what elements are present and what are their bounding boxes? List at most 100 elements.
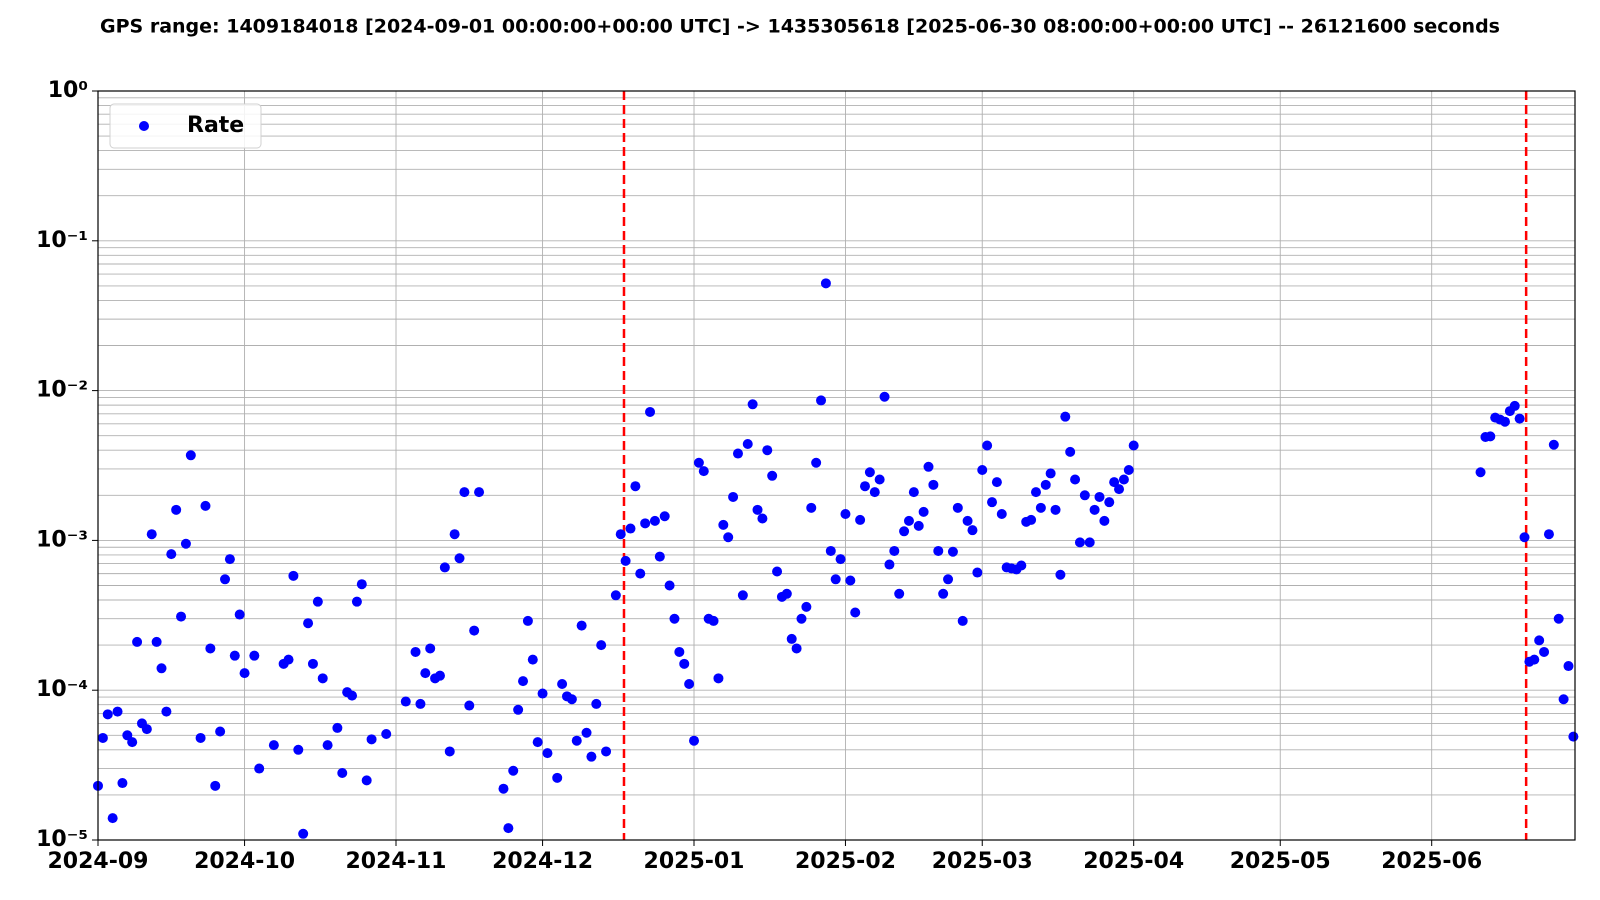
data-point	[566, 694, 577, 705]
data-point	[571, 735, 582, 746]
data-point	[161, 706, 172, 717]
data-point	[762, 445, 773, 456]
data-point	[791, 643, 802, 654]
data-point	[459, 487, 470, 498]
data-point	[1074, 537, 1085, 548]
data-point	[420, 668, 431, 679]
data-point	[464, 700, 475, 711]
data-point	[518, 676, 529, 687]
data-point	[806, 502, 817, 513]
data-point	[845, 575, 856, 586]
data-point	[151, 636, 162, 647]
data-point	[630, 481, 641, 492]
data-point	[337, 768, 348, 779]
data-point	[1128, 440, 1139, 451]
data-point	[996, 509, 1007, 520]
data-point	[537, 688, 548, 699]
data-point	[229, 650, 240, 661]
data-point	[127, 737, 138, 748]
data-point	[649, 515, 660, 526]
data-point	[713, 673, 724, 684]
data-point	[185, 450, 196, 461]
data-point	[356, 579, 367, 590]
data-point	[332, 722, 343, 733]
data-point	[977, 465, 988, 476]
data-point	[1099, 515, 1110, 526]
data-point	[415, 698, 426, 709]
data-point	[620, 555, 631, 566]
data-point	[874, 474, 885, 485]
data-point	[640, 518, 651, 529]
data-point	[454, 553, 465, 564]
y-tick-label: 10⁻⁵	[36, 827, 88, 852]
data-point	[254, 763, 265, 774]
data-point	[1529, 654, 1540, 665]
data-point	[1094, 491, 1105, 502]
data-point	[351, 596, 362, 607]
data-point	[508, 765, 519, 776]
data-point	[249, 650, 260, 661]
data-point	[347, 690, 358, 701]
data-point	[752, 504, 763, 515]
data-point	[210, 780, 221, 791]
data-point	[732, 448, 743, 459]
data-point	[146, 529, 157, 540]
data-point	[972, 567, 983, 578]
x-tick-label: 2025-02	[795, 849, 896, 874]
data-point	[102, 709, 113, 720]
data-point	[659, 511, 670, 522]
x-tick-label: 2025-01	[644, 849, 745, 874]
data-point	[176, 611, 187, 622]
data-point	[830, 574, 841, 585]
data-point	[1543, 529, 1554, 540]
data-point	[449, 529, 460, 540]
data-point	[288, 570, 299, 581]
data-point	[757, 513, 768, 524]
data-point	[361, 775, 372, 786]
data-point	[1558, 694, 1569, 705]
data-point	[1548, 439, 1559, 450]
data-point	[156, 663, 167, 674]
data-point	[669, 613, 680, 624]
data-point	[498, 783, 509, 794]
data-point	[434, 670, 445, 681]
data-point	[166, 549, 177, 560]
data-point	[816, 395, 827, 406]
data-point	[200, 500, 211, 511]
data-point	[855, 514, 866, 525]
plot-frame	[97, 90, 1576, 841]
data-point	[1065, 446, 1076, 457]
data-point	[1079, 490, 1090, 501]
y-tick-label: 10⁻³	[36, 527, 88, 552]
data-point	[224, 554, 235, 565]
data-point	[908, 487, 919, 498]
data-point	[615, 529, 626, 540]
x-tick-label: 2024-09	[48, 849, 149, 874]
data-point	[1050, 504, 1061, 515]
data-point	[1123, 465, 1134, 476]
data-point	[527, 654, 538, 665]
data-point	[747, 399, 758, 410]
data-point	[850, 607, 861, 618]
data-point	[991, 477, 1002, 488]
data-point	[1539, 646, 1550, 657]
data-point	[859, 481, 870, 492]
data-point	[625, 523, 636, 534]
data-point	[693, 457, 704, 468]
data-point	[962, 515, 973, 526]
data-point	[1553, 613, 1564, 624]
data-point	[1568, 731, 1579, 742]
data-point	[957, 615, 968, 626]
data-point	[840, 509, 851, 520]
data-point	[552, 772, 563, 783]
data-point	[1475, 467, 1486, 478]
x-tick-label: 2024-11	[346, 849, 447, 874]
data-point	[894, 588, 905, 599]
data-point	[786, 633, 797, 644]
data-point	[889, 545, 900, 556]
data-point	[1040, 479, 1051, 490]
data-point	[220, 574, 231, 585]
data-point	[312, 596, 323, 607]
